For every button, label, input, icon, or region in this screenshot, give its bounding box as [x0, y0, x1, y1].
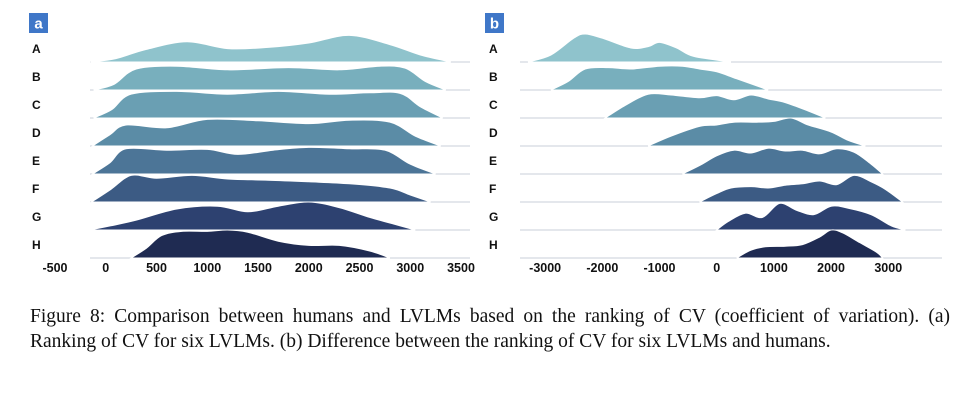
row-label-g: G	[489, 210, 498, 224]
x-tick-label: 1000	[193, 261, 221, 275]
panel-a-badge-label: a	[34, 16, 43, 33]
row-label-f: F	[32, 182, 39, 196]
row-label-f: F	[489, 182, 496, 196]
ridge-h	[736, 229, 884, 259]
panel-a-ridges	[89, 34, 470, 259]
row-label-h: H	[489, 238, 498, 252]
row-label-d: D	[32, 126, 41, 140]
x-tick-label: -500	[42, 261, 67, 275]
row-label-c: C	[489, 98, 498, 112]
ridge-e	[90, 146, 436, 175]
row-label-b: B	[489, 70, 498, 84]
x-tick-label: 3000	[396, 261, 424, 275]
ridge-d	[647, 117, 866, 147]
x-tick-label: -2000	[586, 261, 618, 275]
row-label-e: E	[489, 154, 497, 168]
ridge-f	[89, 174, 431, 203]
row-label-a: A	[32, 42, 41, 56]
panel-a-x-axis: -500 0 500 1000 1500 2000 2500 3000 3500	[42, 261, 474, 275]
x-tick-label: 1000	[760, 261, 788, 275]
panel-a-badge	[29, 13, 48, 33]
x-tick-label: 2000	[817, 261, 845, 275]
ridge-a	[527, 33, 732, 63]
ridge-h	[129, 229, 391, 259]
row-label-d: D	[489, 126, 498, 140]
x-tick-label: 2500	[346, 261, 374, 275]
x-tick-label: -3000	[529, 261, 561, 275]
ridge-d	[90, 118, 441, 147]
ridge-c	[603, 93, 826, 119]
row-label-b: B	[32, 70, 41, 84]
x-tick-label: 3000	[874, 261, 902, 275]
panel-b-badge-label: b	[490, 16, 499, 33]
row-label-h: H	[32, 238, 41, 252]
panel-b-ridges	[520, 33, 942, 259]
x-tick-label: 0	[713, 261, 720, 275]
ridge-b	[93, 65, 446, 91]
figure-caption: Figure 8: Comparison between humans and …	[30, 306, 950, 352]
x-tick-label: 1500	[244, 261, 272, 275]
ridge-b	[550, 65, 769, 91]
row-label-e: E	[32, 154, 40, 168]
x-tick-label: 2000	[295, 261, 323, 275]
row-label-g: G	[32, 210, 41, 224]
ridge-a	[90, 34, 451, 63]
ridge-e	[682, 147, 884, 175]
x-tick-label: -1000	[644, 261, 676, 275]
x-tick-label: 500	[146, 261, 167, 275]
row-label-c: C	[32, 98, 41, 112]
x-tick-label: 3500	[447, 261, 475, 275]
panel-b-badge	[485, 13, 504, 33]
panel-b-x-axis: -3000 -2000 -1000 0 1000 2000 3000	[529, 261, 902, 275]
ridge-g	[89, 201, 416, 231]
ridge-g	[715, 202, 906, 231]
ridge-c	[93, 90, 443, 119]
row-label-a: A	[489, 42, 498, 56]
x-tick-label: 0	[102, 261, 109, 275]
ridge-f	[699, 174, 904, 203]
